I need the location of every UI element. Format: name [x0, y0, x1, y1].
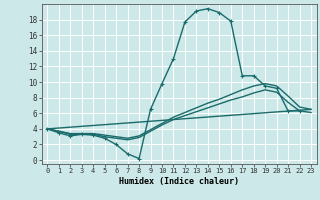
X-axis label: Humidex (Indice chaleur): Humidex (Indice chaleur) [119, 177, 239, 186]
